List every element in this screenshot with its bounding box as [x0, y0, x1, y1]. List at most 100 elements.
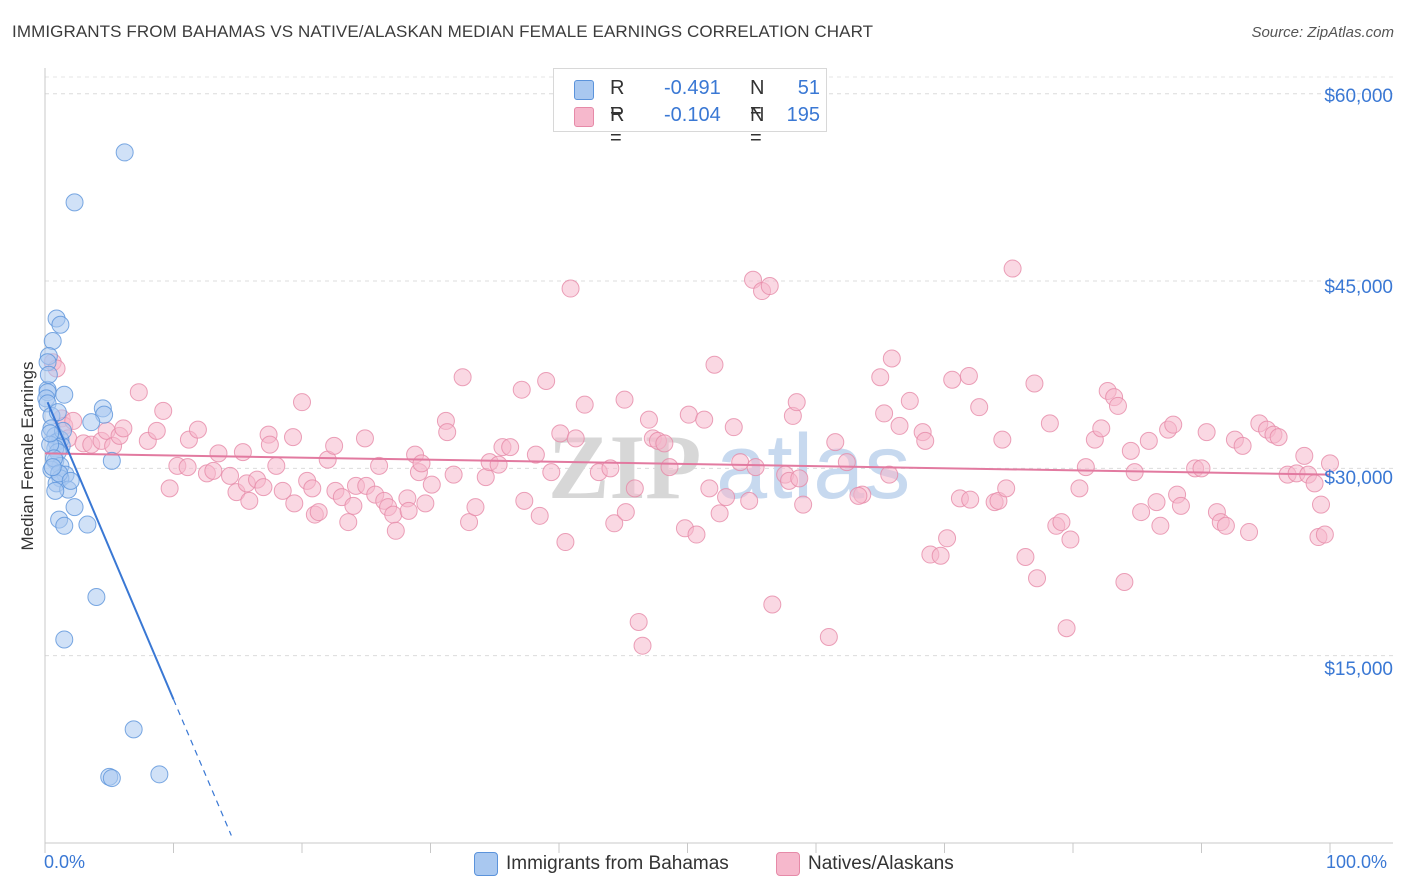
- point-natives: [961, 490, 980, 509]
- point-natives: [273, 481, 292, 500]
- point-natives: [542, 463, 561, 482]
- point-natives: [1115, 573, 1134, 592]
- point-natives: [679, 405, 698, 424]
- point-natives: [1147, 493, 1166, 512]
- point-natives: [724, 418, 743, 437]
- point-natives: [114, 419, 133, 438]
- point-bahamas: [41, 424, 60, 443]
- point-natives: [344, 496, 363, 515]
- point-natives: [1057, 619, 1076, 638]
- point-natives: [900, 391, 919, 410]
- point-natives: [1003, 259, 1022, 278]
- point-natives: [655, 434, 674, 453]
- point-natives: [943, 370, 962, 389]
- point-natives: [826, 433, 845, 452]
- point-natives: [1076, 458, 1095, 477]
- point-natives: [819, 627, 838, 646]
- point-natives: [422, 475, 441, 494]
- point-natives: [710, 504, 729, 523]
- point-natives: [556, 533, 575, 552]
- point-natives: [526, 445, 545, 464]
- point-bahamas: [115, 143, 134, 162]
- point-natives: [221, 466, 240, 485]
- point-natives: [561, 279, 580, 298]
- point-natives: [416, 494, 435, 513]
- y-tick-60000: $60,000: [1324, 86, 1393, 107]
- point-bahamas: [51, 315, 70, 334]
- point-bahamas: [82, 413, 101, 432]
- point-natives: [147, 421, 166, 440]
- point-natives: [339, 513, 358, 532]
- legend-n-value-bahamas: 51: [797, 77, 820, 99]
- point-natives: [267, 456, 286, 475]
- point-natives: [178, 458, 197, 477]
- point-natives: [625, 479, 644, 498]
- point-natives: [639, 410, 658, 429]
- point-bahamas: [39, 365, 58, 384]
- legend-swatch-bahamas: [574, 80, 594, 100]
- point-natives: [717, 488, 736, 507]
- point-natives: [746, 458, 765, 477]
- point-natives: [1305, 474, 1324, 493]
- point-natives: [293, 393, 311, 412]
- point-bahamas: [124, 720, 143, 739]
- point-natives: [1192, 459, 1211, 478]
- point-natives: [386, 521, 405, 540]
- point-natives: [284, 428, 303, 447]
- point-natives: [1025, 374, 1044, 393]
- legend-swatch-natives: [574, 107, 594, 127]
- legend-r-label: R =: [610, 77, 625, 122]
- point-natives: [355, 429, 374, 448]
- point-natives: [993, 430, 1012, 449]
- point-natives: [1216, 516, 1235, 535]
- point-natives: [1315, 525, 1334, 544]
- bottom-legend-swatch-natives: [776, 852, 800, 876]
- trend-line-natives: [44, 452, 1331, 476]
- chart-title: IMMIGRANTS FROM BAHAMAS VS NATIVE/ALASKA…: [12, 22, 874, 41]
- point-natives: [233, 443, 252, 462]
- point-bahamas: [150, 765, 169, 784]
- bottom-legend-label-bahamas: Immigrants from Bahamas: [506, 853, 729, 874]
- axes: [44, 68, 1393, 853]
- point-bahamas: [55, 630, 74, 649]
- point-bahamas: [78, 515, 97, 534]
- point-natives: [660, 458, 679, 477]
- point-natives: [566, 429, 585, 448]
- point-natives: [916, 431, 935, 450]
- point-natives: [1139, 431, 1158, 450]
- point-natives: [399, 501, 418, 520]
- point-natives: [890, 416, 909, 435]
- point-natives: [837, 453, 856, 472]
- point-natives: [1240, 523, 1259, 542]
- point-natives: [1197, 423, 1216, 442]
- y-tick-15000: $15,000: [1324, 659, 1393, 680]
- point-natives: [875, 404, 894, 423]
- chart-source: Source: ZipAtlas.com: [1251, 24, 1394, 41]
- point-bahamas: [102, 451, 121, 470]
- point-natives: [1171, 496, 1190, 515]
- point-natives: [460, 513, 479, 532]
- point-natives: [1092, 419, 1111, 438]
- point-natives: [760, 277, 779, 296]
- point-natives: [871, 368, 890, 387]
- legend-n-value-natives: 195: [786, 104, 820, 126]
- y-tick-45000: $45,000: [1324, 277, 1393, 298]
- point-natives: [537, 371, 556, 390]
- point-natives: [794, 495, 813, 514]
- point-natives: [997, 479, 1016, 498]
- y-axis-label: Median Female Earnings: [18, 361, 37, 551]
- point-natives: [551, 424, 570, 443]
- point-natives: [325, 436, 344, 455]
- point-natives: [129, 383, 148, 402]
- point-natives: [616, 503, 635, 522]
- point-natives: [1164, 415, 1183, 434]
- trend-lines: [44, 401, 1331, 836]
- point-natives: [605, 514, 624, 533]
- point-natives: [370, 456, 389, 475]
- point-natives: [438, 423, 457, 442]
- point-natives: [1121, 441, 1140, 460]
- point-natives: [849, 486, 868, 505]
- point-natives: [1028, 569, 1047, 588]
- point-natives: [412, 454, 431, 473]
